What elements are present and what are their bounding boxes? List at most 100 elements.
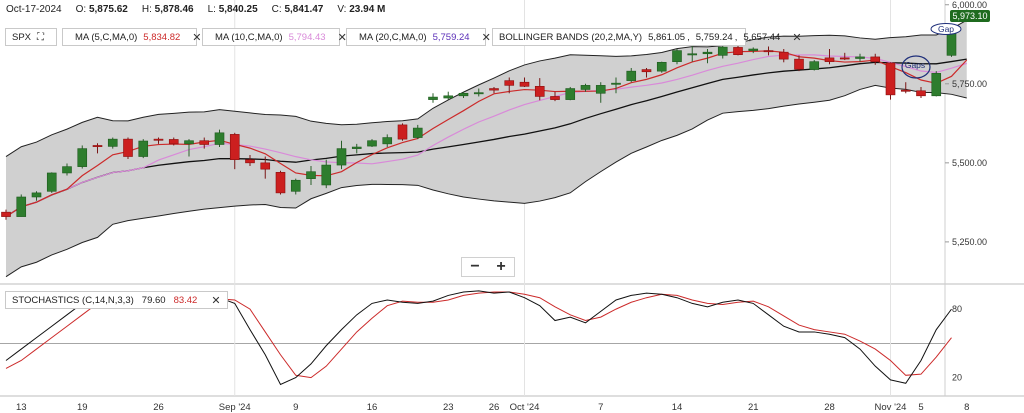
gap-annotations: Gap Gaps	[901, 23, 962, 79]
stochastics-legend[interactable]: STOCHASTICS (C,14,N,3,3) 79.60 83.42 ✕	[5, 291, 228, 309]
candle-body	[748, 48, 759, 51]
ma20-line	[5, 58, 967, 218]
bollinger-mid: 5,759.24	[695, 31, 733, 43]
symbol-label: SPX	[12, 31, 32, 43]
ma5-line	[5, 50, 968, 218]
candle-body	[16, 196, 27, 217]
date-tick-label: 7	[598, 402, 603, 413]
candle-body	[77, 148, 88, 167]
date-tick-label: 5	[918, 402, 923, 413]
candle-body	[382, 137, 393, 145]
close-icon[interactable]: ✕	[192, 31, 202, 44]
low-label: L:	[207, 4, 216, 15]
bollinger-band-fill	[6, 20, 967, 277]
ma10-chip[interactable]: MA (10,C,MA,0) 5,794.43 ✕	[202, 28, 347, 46]
bollinger-chip[interactable]: BOLLINGER BANDS (20,2,MA,Y) 5,861.05, 5,…	[492, 28, 802, 46]
ma20-value: 5,759.24	[432, 31, 470, 43]
date-tick-label: Sep '24	[219, 402, 251, 413]
price-axis: 5,250.00 5,500.00 5,750.00 6,000.00	[945, 0, 987, 247]
ohlc-header: Oct-17-2024 O: 5,875.62 H: 5,878.46 L: 5…	[6, 4, 385, 18]
close-icon[interactable]: ✕	[211, 294, 221, 307]
ma5-value: 5,834.82	[143, 31, 181, 43]
high-value: 5,878.46	[154, 4, 194, 15]
candle-body	[306, 171, 316, 179]
candle-body	[123, 138, 133, 157]
candle-body	[1, 211, 11, 217]
volume-label: V:	[337, 4, 347, 15]
zoom-out-button[interactable]: −	[470, 258, 480, 275]
date-tick-label: 16	[367, 402, 378, 413]
candle-body	[473, 92, 484, 95]
ma5-chip[interactable]: MA (5,C,MA,0) 5,834.82 ✕	[62, 28, 202, 46]
close-icon[interactable]: ✕	[792, 31, 802, 44]
candle-body	[199, 140, 210, 145]
candle-body	[46, 172, 57, 192]
candle-body	[717, 46, 728, 56]
date-tick-label: 14	[672, 402, 683, 413]
candle-body	[275, 172, 286, 194]
candle-body	[839, 57, 850, 60]
candle-body	[138, 140, 149, 157]
date-tick-label: Oct '24	[510, 402, 540, 413]
gap-label-mid: Gaps	[905, 60, 925, 70]
date-tick-label: 23	[443, 402, 454, 413]
candle-body	[214, 132, 225, 145]
candle-body	[595, 85, 606, 94]
price-tick-label: 5,750.00	[952, 79, 987, 89]
bollinger-bands	[5, 19, 967, 278]
stoch-tick-label: 20	[952, 373, 962, 383]
candle-body	[245, 159, 255, 164]
ma20-chip[interactable]: MA (20,C,MA,0) 5,759.24 ✕	[346, 28, 491, 46]
date-tick-label: Nov '24	[875, 402, 907, 413]
price-tick-label: 5,250.00	[952, 237, 987, 247]
date-tick-label: 9	[293, 402, 298, 413]
candle-body	[565, 88, 576, 100]
price-tick-label: 5,500.00	[952, 158, 987, 168]
ma10-label: MA (10,C,MA,0)	[215, 31, 283, 43]
candle-body	[931, 73, 942, 97]
candle-body	[519, 81, 530, 87]
candle-body	[489, 88, 499, 91]
close-icon[interactable]: ✕	[337, 31, 347, 44]
volume-value: 23.94 M	[349, 4, 386, 15]
candle-body	[824, 57, 835, 62]
bollinger-upper: 5,861.05	[648, 31, 686, 43]
close-label: C:	[271, 4, 282, 15]
bollinger-lower-line	[5, 84, 967, 278]
candle-body	[412, 127, 423, 138]
symbol-chip[interactable]: SPX ⛶	[5, 28, 57, 46]
candle-body	[321, 164, 332, 186]
candle-body	[550, 96, 560, 100]
candle-body	[580, 85, 591, 90]
candle-body	[107, 138, 118, 147]
date-tick-label: 26	[489, 402, 500, 413]
candle-body	[397, 124, 408, 140]
candle-body	[733, 47, 743, 56]
bollinger-upper-line	[5, 19, 967, 157]
gap-annotation-top	[930, 23, 962, 35]
date-tick-label: 13	[16, 402, 27, 413]
expand-icon[interactable]: ⛶	[37, 31, 45, 43]
candle-body	[351, 146, 362, 149]
candle-body	[504, 80, 515, 86]
candle-body	[778, 51, 789, 60]
zoom-in-button[interactable]: +	[496, 258, 506, 275]
candle-body	[534, 86, 545, 97]
candle-body	[367, 140, 377, 147]
candle-body	[702, 51, 713, 55]
candle-body	[336, 148, 347, 166]
low-value: 5,840.25	[218, 4, 258, 15]
close-icon[interactable]: ✕	[481, 31, 491, 44]
bollinger-label: BOLLINGER BANDS (20,2,MA,Y)	[499, 31, 643, 43]
candle-body	[428, 96, 438, 100]
stoch-d-value: 83.42	[173, 294, 198, 306]
candle-body	[626, 70, 637, 81]
candle-body	[656, 61, 667, 72]
candle-body	[672, 50, 682, 62]
candle-body	[641, 69, 652, 73]
candlesticks	[1, 9, 972, 220]
gap-annotation-mid	[901, 55, 931, 79]
candle-body	[900, 89, 911, 92]
candle-body	[916, 90, 926, 97]
